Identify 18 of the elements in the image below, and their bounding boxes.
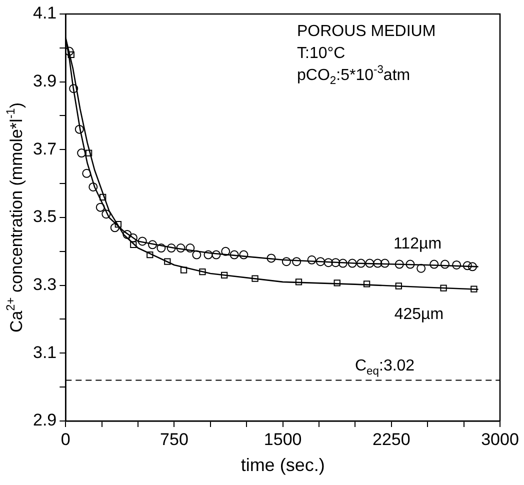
y-tick-label: 3.9 — [32, 72, 57, 91]
y-tick-label: 4.1 — [32, 4, 57, 23]
x-tick-label: 3000 — [481, 430, 519, 449]
series-label: 425µm — [394, 306, 444, 324]
x-axis-title: time (sec.) — [240, 455, 325, 476]
y-tick-label: 3.7 — [32, 139, 57, 158]
y-axis-title: Ca2+ concentration (mmole*l-1) — [3, 102, 26, 333]
x-tick-label: 0 — [60, 430, 70, 449]
x-tick-label: 2250 — [372, 430, 410, 449]
y-tick-label: 3.3 — [32, 275, 57, 294]
y-tick-label: 2.9 — [32, 410, 57, 430]
series-label: 112µm — [393, 236, 442, 253]
annotation: T:10°C — [297, 45, 346, 62]
y-tick-label: 3.1 — [32, 342, 57, 362]
x-tick-label: 750 — [160, 430, 188, 449]
y-tick-label: 3.5 — [32, 207, 57, 226]
annotation: POROUS MEDIUM — [297, 23, 436, 40]
x-tick-label: 1500 — [264, 430, 302, 449]
